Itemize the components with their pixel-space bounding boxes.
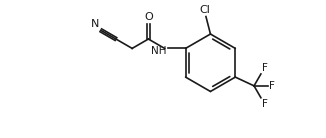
Text: F: F [262, 63, 268, 73]
Text: O: O [144, 12, 153, 22]
Text: F: F [262, 99, 268, 109]
Text: F: F [269, 81, 275, 91]
Text: N: N [91, 18, 99, 29]
Text: NH: NH [151, 46, 166, 56]
Text: Cl: Cl [199, 5, 210, 15]
